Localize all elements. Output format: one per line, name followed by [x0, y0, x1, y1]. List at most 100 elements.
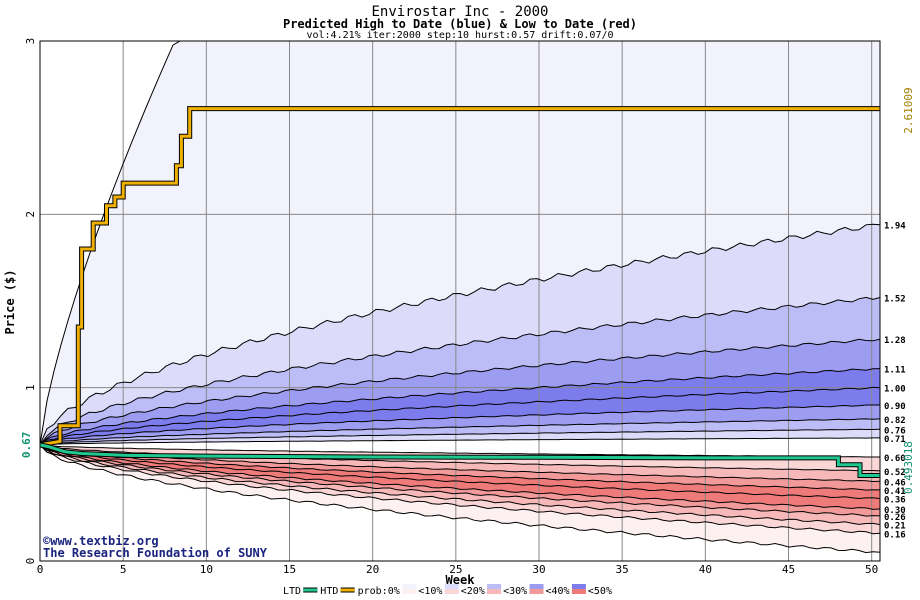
quantile-label: 0.76: [884, 426, 906, 436]
upper-band: [40, 418, 880, 445]
quantile-label: 0.90: [884, 402, 906, 412]
quantile-label: 1.11: [884, 366, 906, 376]
series-line-htd: [39, 107, 880, 447]
legend-ltd-label: LTD: [283, 586, 301, 597]
legend-swatch-red: [402, 589, 417, 594]
lower-band: [40, 444, 880, 491]
watermark-site: ©www.textbiz.org: [43, 534, 159, 548]
x-tick-label: 50: [865, 563, 878, 576]
x-tick-label: 0: [37, 563, 44, 576]
series-lines: [39, 106, 880, 478]
quantile-line: [39, 418, 881, 446]
upper-band: [40, 405, 880, 445]
legend-swatch-blue: [571, 584, 586, 589]
legend-swatch-red: [571, 589, 586, 594]
quantile-line: [39, 368, 881, 446]
legend-htd-label: HTD: [320, 586, 338, 597]
x-tick-label: 10: [200, 563, 213, 576]
quantile-bands: [40, 41, 880, 561]
legend-item-label: <50%: [588, 586, 612, 597]
y-axis-label: Price ($): [3, 269, 17, 334]
quantile-line: [39, 444, 881, 491]
quantile-label: 1.28: [884, 336, 906, 346]
quantile-label: 0.26: [884, 513, 906, 523]
legend-item-label: <20%: [461, 586, 485, 597]
upper-band: [40, 429, 880, 445]
quantile-label: 0.60: [884, 454, 906, 464]
legend-prob-label: prob:0%: [358, 586, 400, 597]
y-tick-label: 1: [24, 384, 37, 391]
x-tick-label: 25: [449, 563, 462, 576]
quantile-label: 0.52: [884, 468, 906, 478]
quantile-line: [39, 404, 880, 446]
legend: LTD HTD prob:0% <10% <20% <30% <40% <50%: [283, 584, 612, 597]
legend-swatch-blue: [444, 584, 459, 589]
x-tick-label: 5: [120, 563, 127, 576]
quantile-line: [39, 437, 880, 446]
lower-band: [40, 444, 880, 525]
x-tick-label: 20: [366, 563, 379, 576]
quantile-line: [39, 444, 881, 510]
quantile-line: [39, 386, 881, 446]
x-tick-labels: 0 5 10 15 20 25 30 35 40 45 50: [37, 563, 879, 576]
chart-params: vol:4.21% iter:2000 step:10 hurst:0.57 d…: [306, 30, 613, 41]
y-tick-label: 2: [24, 211, 37, 218]
lower-band: [40, 444, 880, 553]
upper-band: [40, 387, 880, 445]
lower-band: [40, 444, 880, 482]
upper-band: [40, 297, 880, 445]
legend-swatch-red: [529, 589, 544, 594]
legend-swatch-red: [444, 589, 459, 594]
chart-title: Envirostar Inc - 2000: [371, 4, 548, 20]
lower-band: [40, 444, 880, 517]
quantile-line: [39, 444, 881, 526]
legend-swatch-blue: [402, 584, 417, 589]
quantile-line: [39, 444, 881, 500]
quantile-label: 0.82: [884, 416, 906, 426]
legend-item-label: <40%: [546, 586, 570, 597]
quantile-label: 1.94: [884, 222, 906, 232]
plot-frame: [39, 40, 881, 562]
legend-swatch-blue: [487, 584, 502, 589]
chart-subtitle: Predicted High to Date (blue) & Low to D…: [283, 17, 637, 31]
quantile-label: 0.36: [884, 496, 906, 506]
low-final-label: 0.493018: [902, 441, 915, 494]
y-tick-labels: 0 1 2 3: [24, 38, 37, 565]
legend-item-label: <10%: [418, 586, 442, 597]
quantile-label: 0.16: [884, 530, 906, 540]
x-tick-label: 30: [532, 563, 545, 576]
quantile-labels: 1.94 1.52 1.28 1.11 1.00 0.90 0.820.760.71 0.60…: [884, 222, 906, 541]
quantile-label: 0.46: [884, 478, 906, 488]
start-price-label: 0.67: [20, 432, 33, 459]
quantile-line: [39, 444, 881, 517]
x-axis-label: Week: [446, 573, 476, 587]
lower-band: [40, 444, 880, 534]
upper-band: [40, 224, 880, 445]
quantile-label: 1.52: [884, 295, 906, 305]
watermark-org: The Research Foundation of SUNY: [43, 546, 268, 560]
high-final-label: 2.61009: [902, 87, 915, 133]
quantile-label: 0.71: [884, 435, 906, 445]
quantile-line: [39, 444, 881, 483]
quantile-label: 0.41: [884, 487, 906, 497]
quantile-line: [39, 338, 881, 446]
lower-band: [40, 444, 880, 510]
legend-swatch-red: [487, 589, 502, 594]
series-line-ltd: [39, 443, 880, 477]
quantile-line: [39, 296, 881, 446]
y-tick-label: 0: [24, 558, 37, 565]
x-tick-label: 15: [283, 563, 296, 576]
y-tick-label: 3: [24, 38, 37, 45]
quantile-line: [39, 444, 881, 554]
quantile-label: 0.30: [884, 506, 906, 516]
legend-item-label: <30%: [503, 586, 527, 597]
quantile-label: 1.00: [884, 385, 906, 395]
x-tick-label: 45: [782, 563, 795, 576]
lower-band: [40, 444, 880, 499]
quantile-line: [39, 428, 881, 446]
quantile-line: [39, 223, 881, 446]
x-tick-label: 40: [699, 563, 712, 576]
quantile-line: [39, 444, 881, 535]
quantile-label: 0.21: [884, 522, 906, 532]
